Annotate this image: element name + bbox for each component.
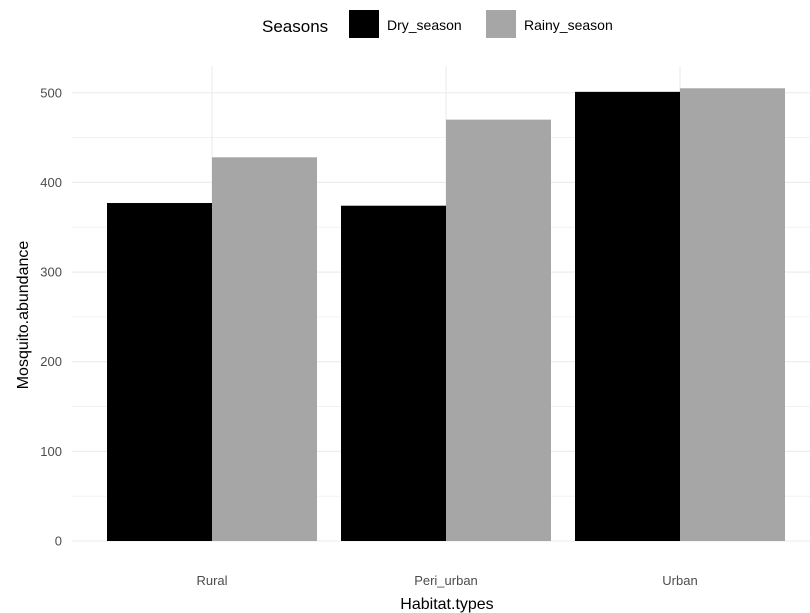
x-tick-label: Urban (662, 573, 697, 588)
y-tick-label: 400 (40, 175, 62, 190)
y-axis-title: Mosquito.abundance (15, 241, 32, 390)
legend-key (349, 10, 379, 38)
bar-urban-dry-season (575, 91, 680, 541)
bar-peri-urban-rainy-season (446, 119, 551, 542)
legend-title: Seasons (262, 17, 328, 36)
y-tick-label: 0 (55, 534, 62, 549)
legend-label: Dry_season (387, 17, 462, 33)
y-tick-label: 200 (40, 354, 62, 369)
legend-key (486, 10, 516, 38)
bar-urban-rainy-season (680, 88, 785, 541)
y-tick-label: 500 (40, 85, 62, 100)
x-tick-label: Rural (196, 573, 227, 588)
legend-label: Rainy_season (524, 17, 613, 33)
bars (107, 88, 785, 542)
x-axis-ticks: Rural Peri_urban Urban (196, 573, 697, 588)
bar-rural-rainy-season (212, 157, 317, 541)
y-axis-ticks: 0 100 200 300 400 500 (40, 85, 62, 548)
legend-item: Rainy_season (486, 10, 613, 38)
legend-items: Dry_season Rainy_season (349, 10, 613, 38)
x-tick-label: Peri_urban (414, 573, 478, 588)
plot-area (72, 65, 810, 542)
bar-rural-dry-season (107, 203, 212, 541)
y-tick-label: 100 (40, 444, 62, 459)
x-axis-title: Habitat.types (400, 596, 493, 613)
legend-item: Dry_season (349, 10, 462, 38)
bar-peri-urban-dry-season (341, 205, 446, 542)
y-tick-label: 300 (40, 265, 62, 280)
legend: Seasons Dry_season Rainy_season (262, 10, 613, 38)
